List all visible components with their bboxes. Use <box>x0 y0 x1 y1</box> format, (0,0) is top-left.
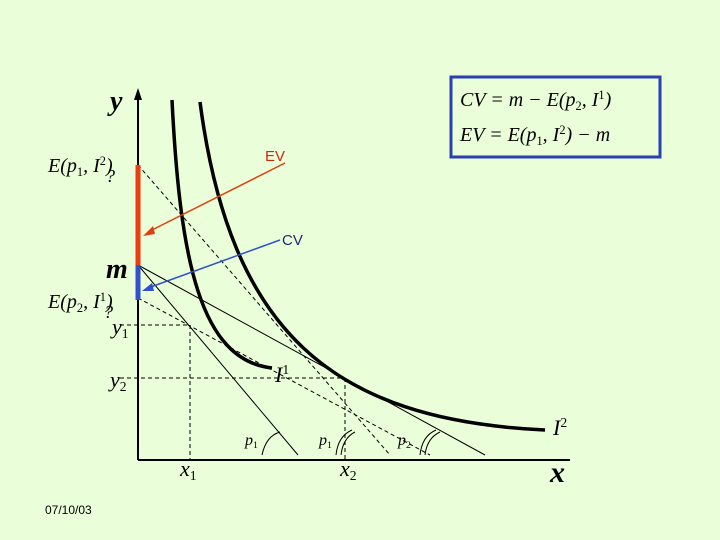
angle-arc <box>340 431 356 456</box>
supscript: 2 <box>559 123 565 137</box>
text-part: CV = m − E(p <box>460 89 576 111</box>
text-part: p <box>244 432 253 449</box>
subscript: 1 <box>190 468 197 483</box>
price-label: p2 <box>397 432 411 451</box>
text-part: y <box>110 314 122 339</box>
supscript: 1 <box>598 88 604 102</box>
subscript: 2 <box>350 468 357 483</box>
text-part: EV = E(p <box>459 124 536 146</box>
question-mark: ? <box>106 166 115 186</box>
y1-label: y1 <box>110 314 129 341</box>
subscript: 1 <box>122 326 129 341</box>
budget-line <box>137 264 486 456</box>
text-part: m <box>106 254 128 285</box>
subscript: 1 <box>327 440 332 451</box>
text-part: , I <box>582 89 600 111</box>
date: 07/10/03 <box>45 503 92 517</box>
text-part: , I <box>543 124 561 146</box>
price-label: p1 <box>318 432 332 451</box>
angle-arcs <box>261 429 441 456</box>
text-part: x <box>549 456 565 489</box>
indifference-curve-i2 <box>198 101 546 432</box>
subscript: 2 <box>120 379 127 394</box>
subscript: 1 <box>77 165 83 179</box>
text-part: , I <box>83 291 101 313</box>
indifference-curve-i1 <box>170 99 273 370</box>
x1-label: x1 <box>179 456 197 483</box>
subscript: 2 <box>576 99 582 113</box>
text-part: x <box>179 456 190 481</box>
supscript: 2 <box>100 154 106 168</box>
price-label: p1 <box>244 432 258 451</box>
guides <box>120 164 431 460</box>
text-part: p <box>318 432 327 449</box>
text-part: E(p <box>47 155 77 177</box>
text-part: ) − m <box>565 124 611 146</box>
e-p2-i1-label: E(p2, I1) <box>47 290 113 314</box>
text-part: y <box>107 86 123 117</box>
supscript: 2 <box>560 415 567 430</box>
text-part: ? <box>104 302 113 322</box>
angle-arc <box>335 429 353 456</box>
y-axis-arrow <box>134 88 142 100</box>
subscript: 2 <box>77 301 83 315</box>
supscript: 1 <box>100 290 106 304</box>
ev-arrowhead <box>143 226 155 236</box>
budget-line-dashed <box>137 164 391 456</box>
text-part: E(p <box>47 291 77 313</box>
subscript: 1 <box>253 440 258 451</box>
angle-arc <box>424 431 441 456</box>
cv-arrow <box>147 239 281 289</box>
i1-label: I1 <box>274 362 289 387</box>
ev-arrow <box>147 162 286 233</box>
text-part: ) <box>604 89 612 111</box>
text-part: x <box>339 456 350 481</box>
subscript: 1 <box>536 134 542 148</box>
text-part: ) <box>105 155 113 177</box>
text-part: ? <box>106 166 115 186</box>
budget-line-dashed <box>137 297 431 456</box>
cv-formula: CV = m − E(p2, I1) <box>460 88 612 112</box>
i2-label: I2 <box>552 415 567 440</box>
y-axis-label: y <box>107 86 123 117</box>
y2-label: y2 <box>108 367 127 394</box>
text-part: y <box>108 367 120 392</box>
cv-label: CV <box>282 232 303 249</box>
text-part: p <box>397 432 406 449</box>
formula-box <box>449 75 662 159</box>
subscript: 2 <box>406 440 411 451</box>
budget-line <box>137 264 299 456</box>
ev-formula: EV = E(p1, I2) − m <box>459 123 610 147</box>
question-mark: ? <box>104 302 113 322</box>
text-part: ) <box>105 291 113 313</box>
e-p1-i2-label: E(p1, I2) <box>47 154 113 178</box>
ev-label: EV <box>265 148 285 165</box>
m-label: m <box>106 254 128 285</box>
text-part: I <box>274 362 284 387</box>
angle-arc <box>419 429 437 456</box>
x-axis-label: x <box>549 456 565 489</box>
x2-label: x2 <box>339 456 357 483</box>
cv-arrowhead <box>142 283 154 291</box>
text-part: , I <box>83 155 101 177</box>
text-part: I <box>552 415 562 440</box>
supscript: 1 <box>282 362 289 377</box>
angle-arc <box>261 431 281 456</box>
